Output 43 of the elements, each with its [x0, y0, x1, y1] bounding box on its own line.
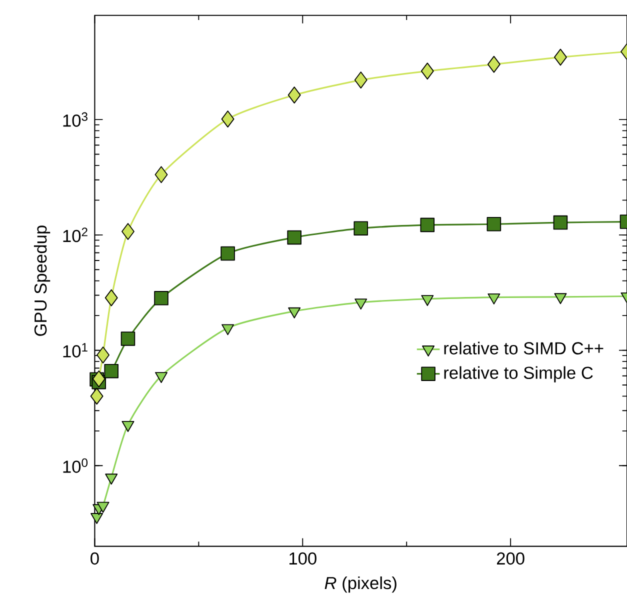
point — [554, 48, 567, 66]
point — [287, 230, 302, 244]
y-axis-title: GPU Speedup — [34, 226, 50, 336]
point — [90, 512, 104, 524]
point — [354, 71, 368, 88]
x-tick-label: 100 — [289, 552, 316, 564]
point — [154, 166, 168, 183]
legend-label: relative to SIMD C++ — [444, 342, 604, 354]
x-tick-label: 200 — [496, 552, 524, 564]
point — [487, 56, 500, 73]
point — [104, 289, 118, 306]
point — [288, 307, 301, 318]
point — [354, 221, 368, 236]
point — [354, 298, 368, 310]
y-tick-label: 10$^{0}$ — [63, 458, 88, 473]
legend-label: relative to Simple C — [444, 366, 593, 382]
point — [420, 62, 434, 80]
x-axis-title: R (pixels) — [324, 576, 396, 592]
point — [96, 502, 110, 513]
point — [222, 324, 234, 335]
point — [122, 420, 134, 432]
point — [421, 294, 434, 306]
point — [553, 215, 568, 230]
point — [96, 346, 110, 364]
point — [90, 388, 104, 405]
point — [488, 293, 500, 304]
point — [120, 331, 136, 346]
x-tick-label: 0 — [90, 552, 99, 564]
point — [554, 292, 567, 304]
point — [92, 370, 106, 388]
point — [154, 290, 168, 306]
point — [288, 86, 301, 104]
point — [104, 364, 118, 378]
point — [155, 372, 168, 383]
point — [122, 222, 134, 240]
y-tick-label: 10$^{2}$ — [63, 228, 88, 242]
point — [221, 110, 234, 128]
point — [486, 216, 502, 232]
y-tick-label: 10$^{1}$ — [63, 342, 88, 358]
point — [420, 218, 435, 232]
y-tick-label: 10$^{3}$ — [63, 112, 88, 127]
point — [105, 474, 118, 484]
point — [220, 246, 235, 260]
